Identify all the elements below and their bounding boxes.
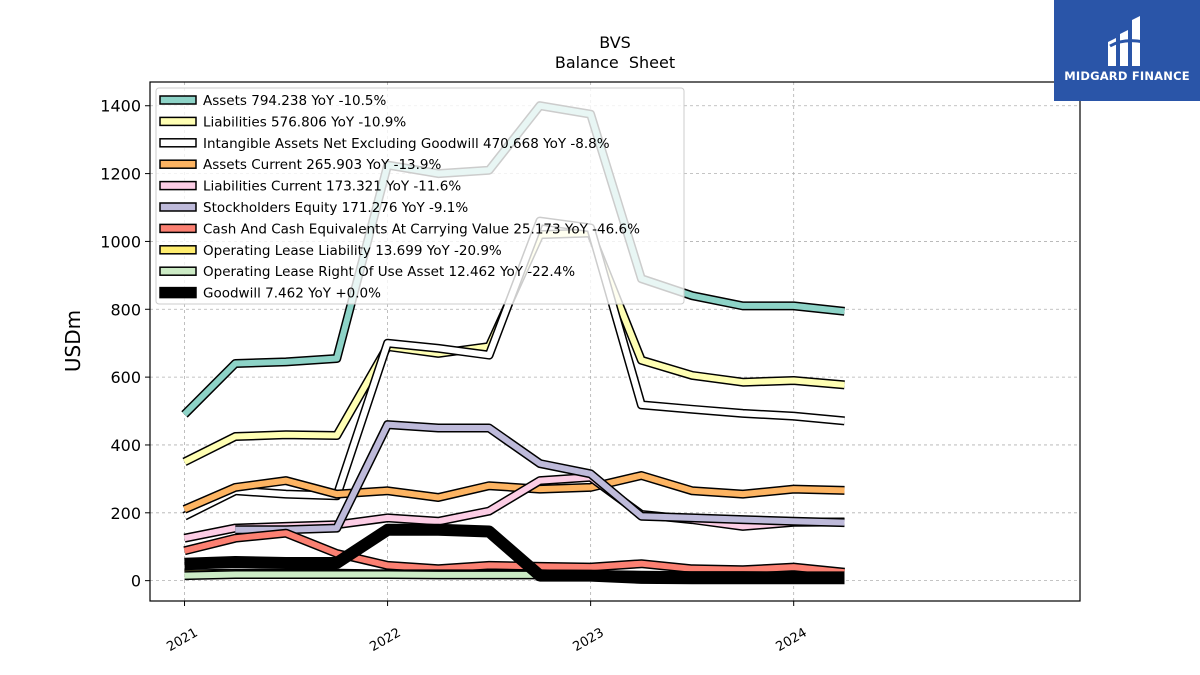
y-tick-label: 1200 <box>100 165 141 184</box>
legend-swatch <box>159 180 197 191</box>
midgard-finance-logo: MIDGARD FINANCE <box>1054 0 1200 101</box>
x-tick-label: 2022 <box>367 625 403 655</box>
legend-swatch <box>159 95 197 105</box>
x-tick-label: 2021 <box>164 625 200 655</box>
y-tick-label: 600 <box>110 368 141 387</box>
series-goodwill <box>184 523 845 585</box>
series-stockholders-equity <box>235 420 845 535</box>
legend-label: Liabilities 576.806 YoY -10.9% <box>203 114 406 130</box>
legend: Assets 794.238 YoY -10.5% Liabilities 576… <box>155 87 685 305</box>
chart-subtitle: Balance Sheet <box>555 53 675 72</box>
legend-item: Liabilities 576.806 YoY -10.9% <box>159 114 406 130</box>
series-assets-current <box>182 471 845 514</box>
y-tick-label: 1000 <box>100 232 141 251</box>
y-axis-label: USDm <box>61 310 85 372</box>
y-tick-label: 1400 <box>100 97 141 116</box>
legend-label: Operating Lease Liability 13.699 YoY -20… <box>203 243 502 259</box>
legend-item: Liabilities Current 173.321 YoY -11.6% <box>159 179 461 195</box>
legend-item: Assets Current 265.903 YoY -13.9% <box>159 157 442 173</box>
legend-swatch <box>159 202 197 212</box>
x-tick-label: 2024 <box>774 625 810 655</box>
legend-item: Goodwill 7.462 YoY +0.0% <box>159 286 381 302</box>
legend-label: Intangible Assets Net Excluding Goodwill… <box>203 136 610 152</box>
series-line <box>183 472 845 513</box>
logo-text: MIDGARD FINANCE <box>1064 69 1190 83</box>
series-line <box>235 421 845 533</box>
legend-label: Assets 794.238 YoY -10.5% <box>203 93 387 109</box>
series-cash-and-cash-equivalents-at-carrying-value <box>183 528 845 577</box>
series-line <box>183 530 845 576</box>
y-tick-label: 200 <box>110 504 141 523</box>
legend-label: Operating Lease Right Of Use Asset 12.46… <box>203 264 575 280</box>
y-tick-label: 800 <box>110 300 141 319</box>
legend-item: Intangible Assets Net Excluding Goodwill… <box>159 136 610 152</box>
legend-label: Assets Current 265.903 YoY -13.9% <box>203 157 442 173</box>
y-tick-label: 400 <box>110 436 141 455</box>
legend-item: Stockholders Equity 171.276 YoY -9.1% <box>159 200 468 216</box>
x-tick-label: 2023 <box>570 625 606 655</box>
legend-item: Cash And Cash Equivalents At Carrying Va… <box>159 221 640 237</box>
legend-swatch <box>159 266 197 276</box>
legend-swatch <box>159 223 197 234</box>
plot-frame <box>149 81 1081 602</box>
legend-label: Liabilities Current 173.321 YoY -11.6% <box>203 179 461 195</box>
chart-title: BVS <box>599 33 631 52</box>
legend-box <box>155 87 685 305</box>
legend-item: Operating Lease Liability 13.699 YoY -20… <box>159 243 502 259</box>
axes: 0 200 400 600 800 1000 1200 1400 2021 2022 2023 202… <box>100 97 809 655</box>
legend-swatch <box>159 245 197 255</box>
midgard-logo-icon <box>1108 16 1145 66</box>
legend-swatch <box>159 116 197 127</box>
legend-swatch <box>159 159 197 169</box>
series-line <box>184 523 845 585</box>
legend-label: Cash And Cash Equivalents At Carrying Va… <box>203 221 640 237</box>
legend-label: Goodwill 7.462 YoY +0.0% <box>203 286 381 302</box>
legend-swatch <box>159 138 197 148</box>
y-tick-label: 0 <box>131 572 141 591</box>
legend-swatch <box>159 286 197 299</box>
legend-label: Stockholders Equity 171.276 YoY -9.1% <box>203 200 468 216</box>
legend-item: Operating Lease Right Of Use Asset 12.46… <box>159 264 575 280</box>
legend-item: Assets 794.238 YoY -10.5% <box>159 93 387 109</box>
